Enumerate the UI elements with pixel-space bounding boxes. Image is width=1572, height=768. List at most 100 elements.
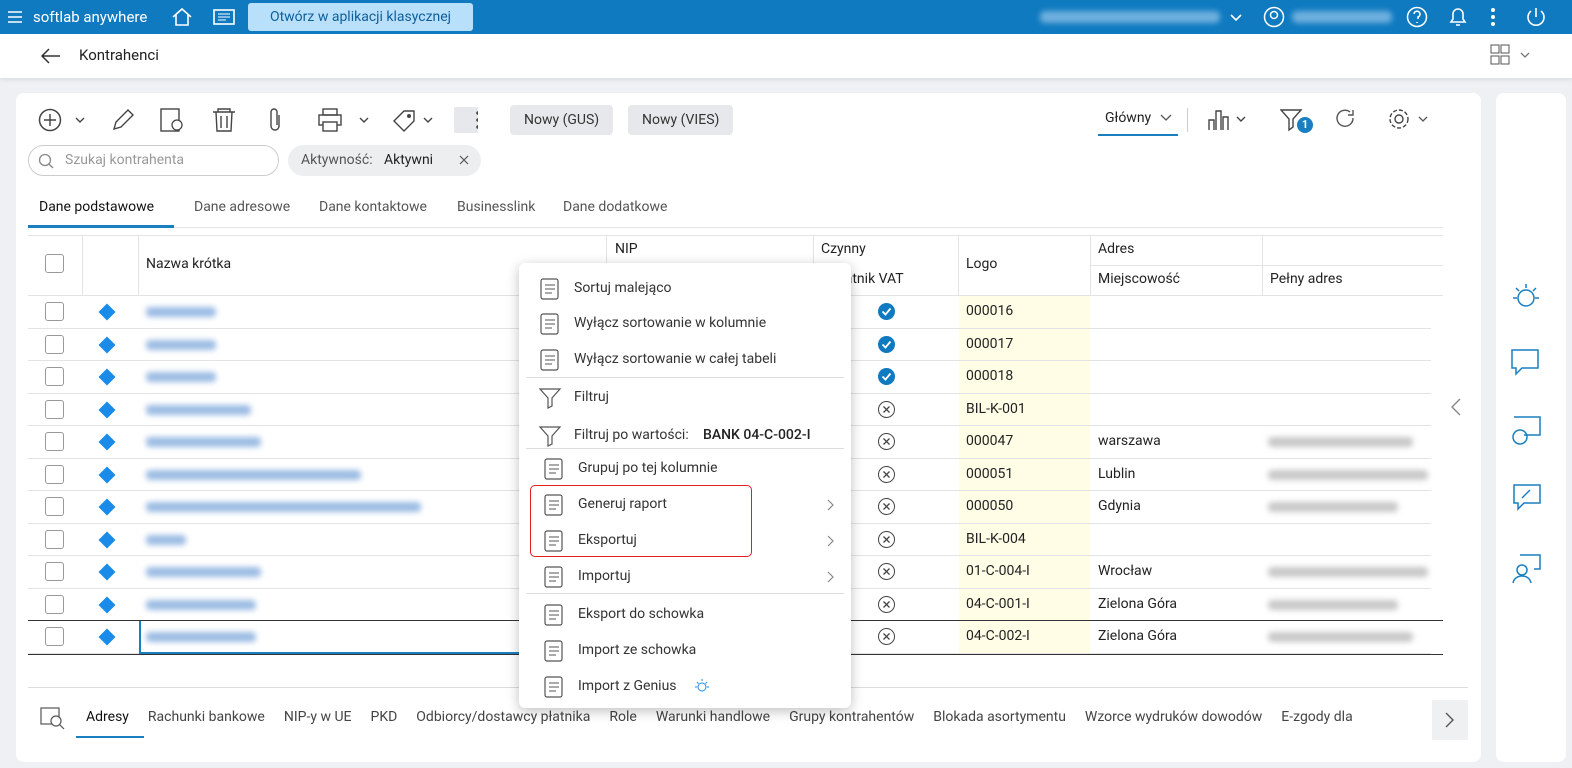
- menu-item[interactable]: Filtruj: [519, 386, 851, 410]
- bottom-tab[interactable]: Blokada asortymentu: [933, 709, 1066, 725]
- menu-item[interactable]: Wyłącz sortowanie w całej tabeli: [519, 348, 851, 372]
- support-icon[interactable]: [1510, 553, 1542, 585]
- row-checkbox[interactable]: [45, 529, 64, 549]
- tab[interactable]: Dane podstawowe: [39, 199, 155, 215]
- menu-icon: [542, 457, 566, 485]
- filter-button[interactable]: [1280, 108, 1304, 132]
- news-icon[interactable]: [212, 7, 236, 27]
- name-blurred: [146, 502, 421, 513]
- layout-switch[interactable]: [1490, 44, 1532, 68]
- row-checkbox[interactable]: [45, 464, 64, 484]
- address-blurred: [1268, 599, 1398, 610]
- menu-item[interactable]: Import z Genius: [519, 675, 851, 699]
- tab[interactable]: Dane kontaktowe: [319, 199, 427, 215]
- menu-item[interactable]: Eksportuj: [519, 529, 851, 553]
- bell-icon[interactable]: [1447, 5, 1469, 29]
- filter-chip[interactable]: Aktywność: Aktywni: [288, 145, 481, 176]
- menu-item[interactable]: Eksport do schowka: [519, 603, 851, 627]
- filter-badge: 1: [1297, 117, 1313, 133]
- feedback-icon[interactable]: [1510, 483, 1542, 515]
- row-checkbox[interactable]: [45, 399, 64, 419]
- name-blurred: [146, 372, 216, 383]
- chip-remove[interactable]: [459, 155, 469, 165]
- tab[interactable]: Dane adresowe: [194, 199, 291, 215]
- bottom-tab[interactable]: Grupy kontrahentów: [789, 709, 915, 725]
- menu-item[interactable]: Importuj: [519, 565, 851, 589]
- column-border: [82, 236, 83, 296]
- power-icon[interactable]: [1525, 6, 1547, 28]
- name-blurred: [146, 632, 256, 643]
- menu-item[interactable]: Filtruj po wartości: BANK 04-C-002-I: [519, 424, 851, 448]
- new-vies-button[interactable]: Nowy (VIES): [628, 105, 734, 135]
- row-checkbox[interactable]: [45, 497, 64, 517]
- menu-item[interactable]: Import ze schowka: [519, 639, 851, 663]
- submenu-arrow: [827, 499, 835, 515]
- bottom-tab[interactable]: Odbiorcy/dostawcy płatnika: [416, 709, 591, 725]
- menu-item[interactable]: Generuj raport: [519, 493, 851, 517]
- bottom-tab[interactable]: Warunki handlowe: [655, 709, 771, 725]
- row-checkbox[interactable]: [45, 367, 64, 387]
- bottom-tab[interactable]: Wzorce wydruków dowodów: [1084, 709, 1263, 725]
- column-header: Miejscowość: [1098, 271, 1180, 287]
- chevron[interactable]: [1230, 11, 1242, 23]
- user-icon[interactable]: [1263, 6, 1285, 28]
- bottom-tab[interactable]: NIP-y w UE: [283, 709, 352, 725]
- menu-label: Eksportuj: [578, 532, 637, 548]
- chevron: [1160, 114, 1172, 121]
- name-blurred: [146, 567, 261, 578]
- bottom-tab[interactable]: Role: [609, 709, 637, 725]
- tab[interactable]: Businesslink: [457, 199, 536, 215]
- menu-label: Import ze schowka: [578, 642, 697, 658]
- row-checkbox[interactable]: [45, 562, 64, 582]
- vat-inactive-icon: [878, 400, 895, 418]
- new-gus-button[interactable]: Nowy (GUS): [510, 105, 614, 135]
- vat-inactive-icon: [878, 465, 895, 483]
- city-cell: Gdynia: [1098, 498, 1141, 515]
- bottom-tab[interactable]: E-zgody dla: [1281, 709, 1353, 725]
- row-checkbox[interactable]: [45, 594, 64, 614]
- address-blurred: [1268, 567, 1428, 578]
- bottom-scroll[interactable]: [1432, 700, 1468, 740]
- menu-value: BANK 04-C-002-I: [703, 427, 811, 443]
- row-checkbox[interactable]: [45, 302, 64, 322]
- row-checkbox[interactable]: [45, 627, 64, 647]
- settings-button[interactable]: [1387, 107, 1433, 131]
- user-blurred: [1292, 11, 1392, 23]
- menu-item[interactable]: Sortuj malejąco: [519, 277, 851, 301]
- menu-icon: [538, 312, 562, 340]
- address-blurred: [1268, 632, 1413, 643]
- logo-cell: BIL-K-001: [966, 400, 1026, 417]
- tab[interactable]: Dane dodatkowe: [563, 199, 668, 215]
- help-chat-icon[interactable]: [1510, 415, 1542, 447]
- bottom-search-icon[interactable]: [40, 706, 66, 730]
- header-checkbox[interactable]: [45, 254, 64, 273]
- row-checkbox[interactable]: [45, 432, 64, 452]
- menu-icon[interactable]: [8, 10, 22, 24]
- search-placeholder: Szukaj kontrahenta: [65, 152, 185, 168]
- menu-separator: [526, 448, 844, 449]
- search-box[interactable]: Szukaj kontrahenta: [28, 145, 279, 176]
- vat-active-icon: [878, 303, 895, 321]
- chart-button[interactable]: [1207, 108, 1251, 132]
- bottom-tab[interactable]: PKD: [370, 709, 398, 725]
- view-underline: [1098, 134, 1178, 136]
- bottom-tab[interactable]: Adresy: [86, 709, 129, 725]
- idea-icon[interactable]: [1508, 283, 1544, 313]
- view-select[interactable]: Główny: [1105, 110, 1152, 126]
- open-classic-button[interactable]: Otwórz w aplikacji klasycznej: [248, 3, 473, 31]
- menu-item[interactable]: Wyłącz sortowanie w kolumnie: [519, 312, 851, 336]
- vat-inactive-icon: [878, 595, 895, 613]
- bottom-tab[interactable]: Rachunki bankowe: [147, 709, 265, 725]
- more-icon[interactable]: [1489, 7, 1497, 27]
- collapse-arrow[interactable]: [1450, 398, 1462, 416]
- row-checkbox[interactable]: [45, 334, 64, 354]
- back-button[interactable]: [40, 47, 62, 65]
- header-top-line: [28, 235, 1443, 236]
- top-bar: softlab anywhere Otwórz w aplikacji klas…: [0, 0, 1572, 34]
- chat-icon[interactable]: [1510, 348, 1542, 380]
- home-icon[interactable]: [171, 6, 193, 28]
- menu-icon: [542, 493, 566, 521]
- refresh-button[interactable]: [1335, 108, 1357, 130]
- help-icon[interactable]: [1406, 6, 1428, 28]
- menu-item[interactable]: Grupuj po tej kolumnie: [519, 457, 851, 481]
